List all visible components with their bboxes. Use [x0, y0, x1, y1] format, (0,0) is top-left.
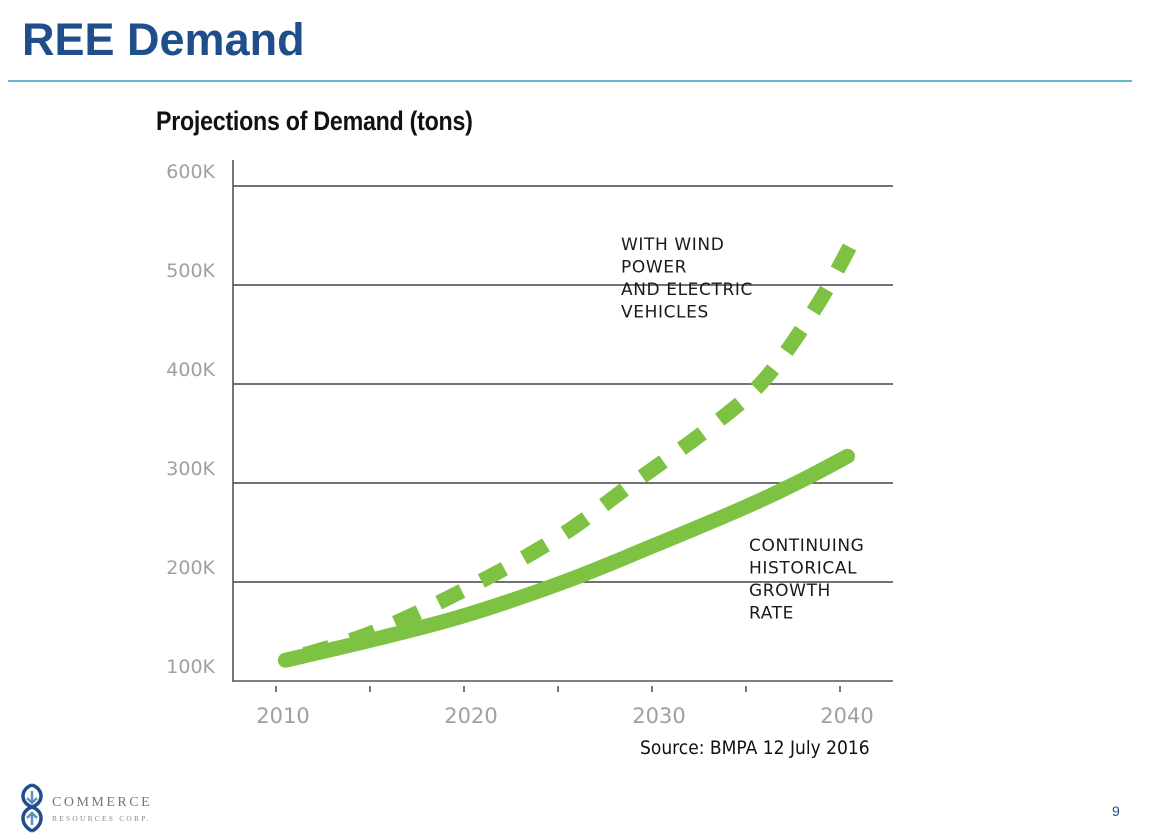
gridlines: [233, 185, 893, 583]
title-divider: [8, 80, 1132, 82]
y-tick-label: 100K: [166, 656, 215, 678]
x-axis-ticks: 2010 2020 2030 2040: [256, 686, 874, 728]
series-annotation-line: POWER: [621, 258, 687, 278]
logo-subtitle: RESOURCES CORP.: [52, 814, 151, 823]
series-annotation-line: RATE: [749, 604, 794, 624]
series-annotation-line: HISTORICAL: [749, 559, 857, 579]
series-annotation-line: VEHICLES: [621, 303, 709, 323]
chart-title: Projections of Demand (tons): [156, 106, 473, 136]
series-annotation-line: WITH WIND: [621, 235, 724, 255]
page-number: 9: [1112, 803, 1120, 819]
y-tick-label: 600K: [166, 161, 215, 183]
x-tick-label: 2020: [444, 704, 497, 728]
series-line-historical: [277, 448, 856, 668]
y-tick-label: 400K: [166, 359, 215, 381]
logo-name: COMMERCE: [52, 795, 153, 810]
y-tick-label: 500K: [166, 260, 215, 282]
x-tick-label: 2040: [820, 704, 873, 728]
logo-mark-icon: [21, 783, 43, 833]
y-axis-ticks: 100K 200K 300K 400K 500K 600K: [166, 161, 215, 678]
company-logo: COMMERCE RESOURCES CORP.: [16, 783, 176, 835]
y-tick-label: 300K: [166, 458, 215, 480]
slide-title: REE Demand: [22, 14, 305, 65]
y-tick-label: 200K: [166, 557, 215, 579]
x-tick-label: 2010: [256, 704, 309, 728]
series-annotation-line: AND ELECTRIC: [621, 280, 753, 300]
series-annotation-line: GROWTH: [749, 581, 831, 601]
x-tick-label: 2030: [632, 704, 685, 728]
series-lines: [277, 225, 866, 668]
series-line-wind-ev: [283, 225, 866, 668]
source-citation: Source: BMPA 12 July 2016: [640, 737, 870, 759]
series-annotation-line: CONTINUING: [749, 536, 864, 556]
